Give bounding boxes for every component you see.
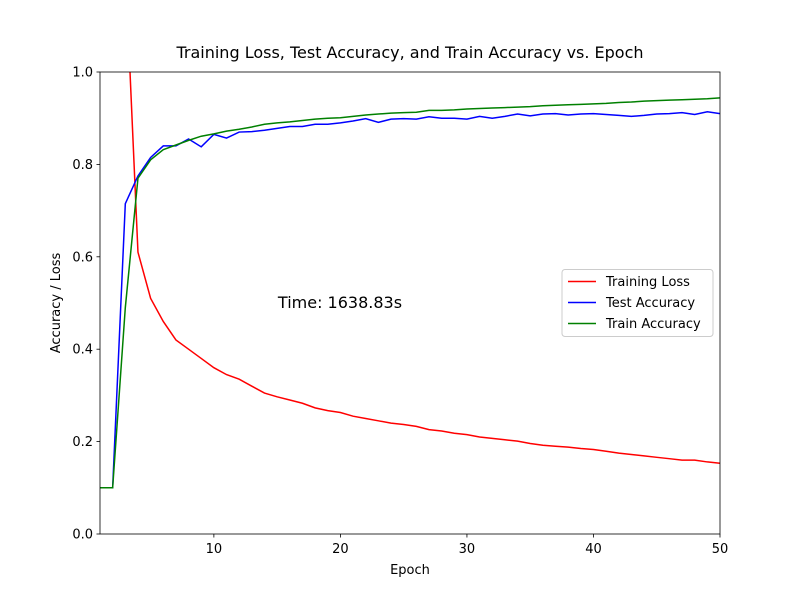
x-tick-label: 30 xyxy=(459,542,476,557)
chart-title: Training Loss, Test Accuracy, and Train … xyxy=(175,43,643,62)
legend-box xyxy=(561,269,714,337)
y-axis-label: Accuracy / Loss xyxy=(49,253,64,354)
line-series xyxy=(100,110,720,489)
legend-label: Train Accuracy xyxy=(605,317,701,332)
y-tick-label: 1.0 xyxy=(72,66,93,81)
y-tick-label: 0.2 xyxy=(72,435,93,450)
x-tick-label: 10 xyxy=(206,542,223,557)
line-series xyxy=(100,97,720,489)
y-tick-label: 0.0 xyxy=(72,528,93,543)
annotation: Time: 1638.83s xyxy=(277,293,402,312)
axes-frame xyxy=(99,71,721,535)
x-tick-label: 20 xyxy=(332,542,349,557)
x-tick-label: 50 xyxy=(712,542,729,557)
y-tick-label: 0.8 xyxy=(72,158,93,173)
y-tick-label: 0.4 xyxy=(72,343,93,358)
y-tick-label: 0.6 xyxy=(72,250,93,265)
line-series xyxy=(129,72,720,465)
x-axis-label: Epoch xyxy=(390,563,430,578)
x-tick-label: 40 xyxy=(585,542,602,557)
legend-label: Training Loss xyxy=(605,275,690,290)
plot-area xyxy=(100,72,720,489)
legend-label: Test Accuracy xyxy=(605,296,695,311)
